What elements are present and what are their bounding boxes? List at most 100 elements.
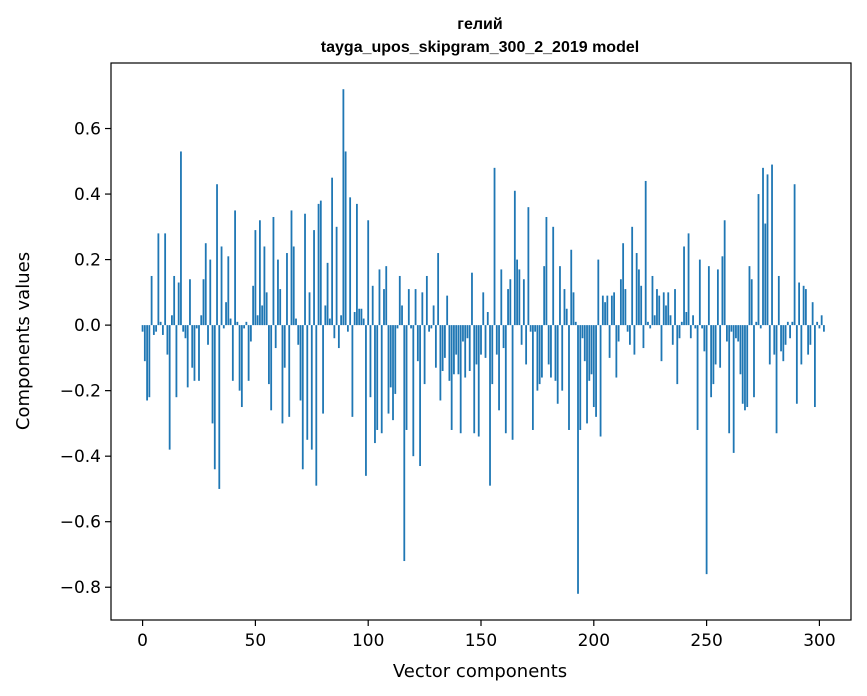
bar-10 [164, 233, 167, 326]
bar-214 [624, 289, 627, 326]
bar-284 [782, 325, 785, 362]
bar-242 [687, 233, 690, 326]
bar-201 [595, 325, 597, 417]
bar-65 [288, 325, 291, 417]
y-tick-label: 0.0 [74, 316, 101, 336]
bar-263 [735, 325, 737, 339]
bar-163 [509, 279, 512, 326]
bar-134 [444, 325, 446, 358]
bar-237 [676, 325, 679, 385]
bar-33 [216, 184, 218, 326]
bar-176 [538, 325, 541, 385]
bar-90 [344, 151, 347, 326]
bar-67 [292, 246, 295, 326]
bar-103 [374, 325, 376, 444]
bar-287 [789, 325, 791, 339]
bar-282 [777, 275, 780, 326]
bar-236 [674, 289, 676, 326]
bar-150 [480, 325, 482, 355]
bar-79 [319, 200, 322, 326]
bar-113 [396, 325, 399, 329]
bar-157 [495, 325, 498, 355]
bar-291 [798, 282, 801, 326]
bar-209 [613, 292, 616, 326]
bar-230 [660, 325, 663, 362]
bar-184 [556, 325, 559, 404]
bar-193 [577, 325, 579, 594]
bar-208 [610, 295, 613, 326]
bar-185 [559, 266, 561, 326]
bar-296 [809, 325, 812, 345]
bar-168 [520, 325, 523, 345]
bar-124 [421, 292, 424, 326]
bar-4 [150, 275, 153, 326]
bar-161 [504, 325, 507, 434]
bar-151 [482, 292, 485, 326]
bar-180 [547, 325, 550, 365]
bar-83 [328, 318, 331, 326]
bar-246 [696, 325, 699, 430]
bar-204 [601, 295, 604, 326]
bar-23 [193, 325, 196, 381]
bar-295 [807, 325, 810, 355]
bar-118 [407, 289, 410, 326]
bar-252 [710, 325, 713, 398]
bar-59 [274, 325, 277, 349]
bar-128 [430, 325, 433, 329]
bar-175 [536, 325, 539, 391]
bar-257 [721, 256, 724, 326]
bar-2 [146, 325, 148, 401]
bar-181 [550, 325, 552, 378]
bar-100 [367, 220, 370, 326]
bar-294 [804, 289, 807, 326]
bar-267 [744, 325, 746, 411]
bar-258 [723, 220, 726, 326]
bar-99 [365, 325, 367, 476]
bar-207 [608, 325, 611, 358]
bar-210 [615, 325, 618, 378]
bar-203 [599, 325, 602, 437]
plot-frame [110, 62, 852, 621]
bar-22 [191, 325, 194, 368]
y-tick-label: −0.8 [60, 578, 101, 598]
bar-197 [586, 325, 588, 424]
bar-69 [297, 325, 300, 345]
bar-199 [590, 325, 593, 375]
bar-217 [631, 226, 634, 326]
bar-49 [252, 285, 255, 326]
bar-78 [317, 203, 320, 326]
bar-110 [389, 325, 392, 388]
bar-289 [793, 184, 796, 326]
bar-56 [268, 325, 270, 385]
bar-205 [604, 302, 606, 326]
bar-143 [464, 325, 467, 378]
bar-196 [583, 325, 586, 362]
bar-28 [204, 243, 207, 326]
bar-21 [189, 279, 191, 326]
bar-31 [211, 325, 214, 424]
bar-169 [522, 279, 525, 326]
bar-192 [574, 321, 577, 326]
bar-179 [545, 216, 548, 326]
bar-283 [780, 325, 782, 352]
bar-96 [358, 308, 361, 326]
bar-40 [231, 325, 234, 381]
bar-17 [180, 151, 182, 326]
bar-216 [629, 325, 631, 345]
bar-274 [759, 325, 762, 329]
bar-254 [714, 325, 717, 365]
bar-105 [378, 269, 381, 326]
bar-102 [371, 285, 374, 326]
bar-81 [324, 305, 327, 326]
y-tick-label: 0.4 [74, 185, 101, 205]
bar-115 [401, 305, 403, 326]
bar-235 [671, 325, 674, 345]
chart-subtitle: tayga_upos_skipgram_300_2_2019 model [321, 39, 639, 56]
bar-48 [249, 325, 252, 342]
y-tick-label: −0.4 [60, 447, 101, 467]
bar-24 [195, 325, 198, 329]
bar-35 [220, 246, 223, 326]
bar-160 [502, 325, 505, 349]
bar-0 [141, 325, 144, 332]
bar-268 [746, 325, 749, 408]
